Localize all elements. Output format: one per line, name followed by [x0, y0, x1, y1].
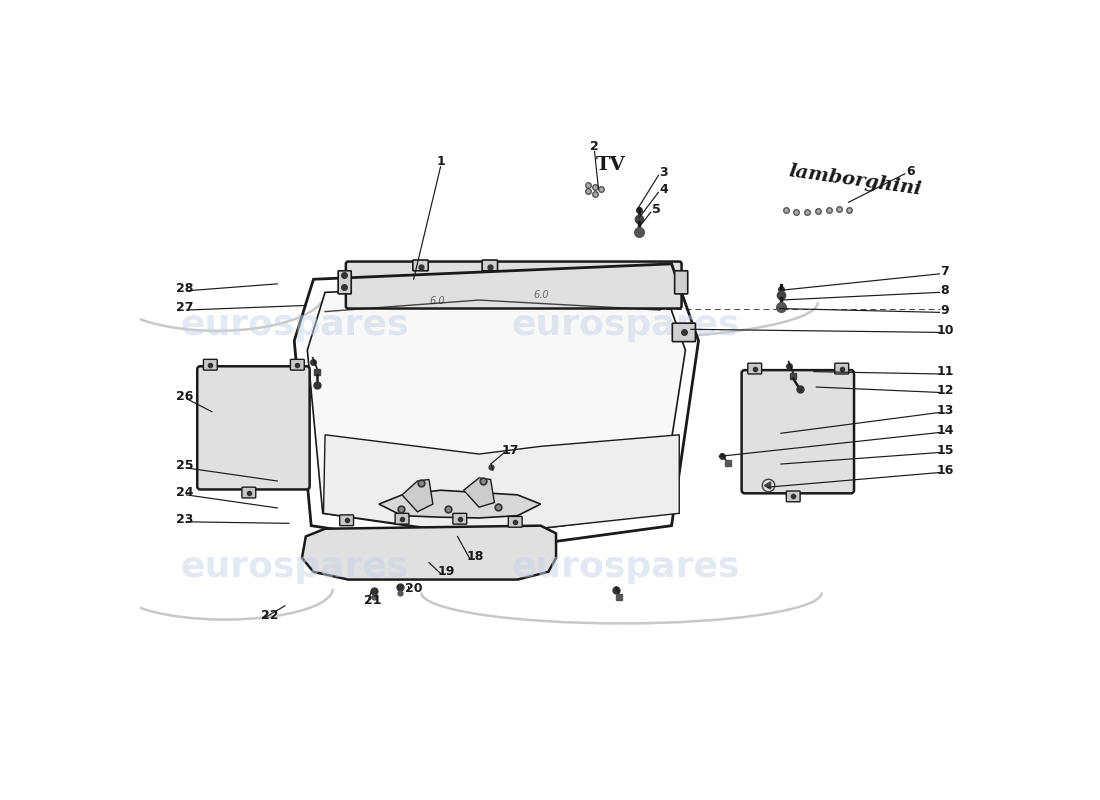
Text: 22: 22	[261, 610, 278, 622]
Text: 16: 16	[936, 464, 954, 477]
Text: 2: 2	[591, 139, 598, 153]
Text: 27: 27	[176, 302, 194, 314]
Polygon shape	[378, 490, 541, 518]
FancyBboxPatch shape	[672, 323, 695, 342]
Text: 24: 24	[176, 486, 194, 499]
Text: 18: 18	[466, 550, 484, 563]
Text: eurospares: eurospares	[180, 309, 408, 342]
Text: 19: 19	[438, 566, 455, 578]
Text: 17: 17	[502, 444, 518, 457]
Text: 25: 25	[176, 459, 194, 472]
Text: 20: 20	[405, 582, 422, 595]
FancyBboxPatch shape	[345, 262, 682, 309]
FancyBboxPatch shape	[482, 260, 497, 270]
Text: 21: 21	[364, 594, 382, 607]
FancyBboxPatch shape	[741, 370, 854, 494]
Polygon shape	[307, 278, 685, 537]
Text: 11: 11	[936, 365, 954, 378]
Text: 12: 12	[936, 384, 954, 397]
Text: lamborghini: lamborghini	[788, 162, 923, 198]
FancyBboxPatch shape	[835, 363, 849, 374]
Text: 26: 26	[176, 390, 194, 403]
Polygon shape	[464, 478, 495, 507]
FancyBboxPatch shape	[197, 366, 310, 490]
Text: 9: 9	[940, 303, 949, 317]
FancyBboxPatch shape	[204, 359, 218, 370]
FancyBboxPatch shape	[290, 359, 305, 370]
Text: 10: 10	[936, 323, 954, 337]
Text: 3: 3	[660, 166, 668, 179]
Text: 8: 8	[940, 283, 949, 297]
Text: TV: TV	[596, 156, 626, 174]
Text: 1: 1	[437, 155, 444, 168]
Text: 6.0: 6.0	[534, 290, 549, 300]
FancyBboxPatch shape	[412, 260, 428, 270]
FancyBboxPatch shape	[786, 491, 800, 502]
Text: 14: 14	[936, 424, 954, 437]
Text: eurospares: eurospares	[512, 550, 739, 584]
Text: eurospares: eurospares	[512, 309, 739, 342]
FancyBboxPatch shape	[508, 517, 522, 527]
FancyBboxPatch shape	[674, 270, 688, 294]
FancyBboxPatch shape	[453, 514, 466, 524]
Text: 28: 28	[176, 282, 194, 295]
FancyBboxPatch shape	[748, 363, 761, 374]
FancyBboxPatch shape	[242, 487, 255, 498]
Polygon shape	[403, 479, 433, 512]
Text: 6: 6	[906, 165, 914, 178]
Text: 23: 23	[176, 513, 194, 526]
Text: 13: 13	[936, 404, 954, 417]
Text: 5: 5	[652, 203, 660, 217]
Text: eurospares: eurospares	[180, 550, 408, 584]
Text: 15: 15	[936, 444, 954, 457]
Text: 6.0: 6.0	[429, 296, 444, 306]
FancyBboxPatch shape	[395, 514, 409, 524]
FancyBboxPatch shape	[340, 515, 353, 526]
Polygon shape	[323, 435, 680, 535]
FancyBboxPatch shape	[338, 270, 351, 294]
Polygon shape	[301, 526, 556, 579]
Text: 7: 7	[940, 265, 949, 278]
Text: 4: 4	[660, 183, 668, 197]
